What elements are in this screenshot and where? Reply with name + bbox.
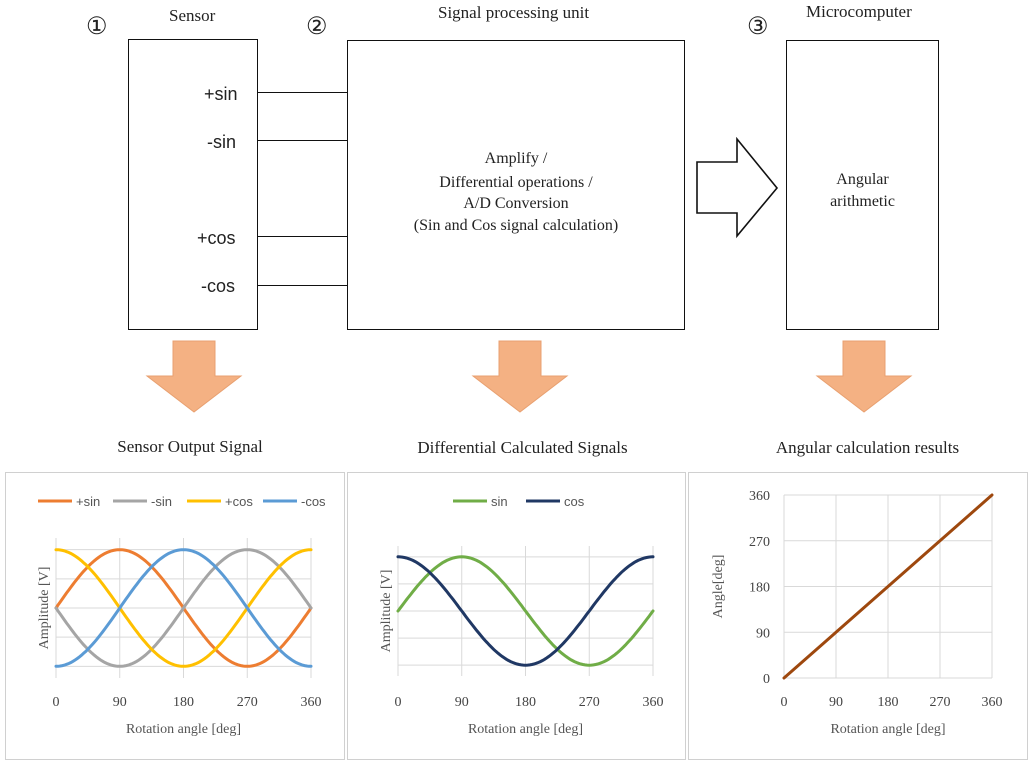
down-arrow-sensor-icon [145, 340, 243, 413]
x-tick-label: 180 [173, 695, 194, 710]
differential-chart: 0 90 180 270 360 Rotation angle [deg] Amplitud… [379, 494, 664, 737]
spu-desc-line1: Amplify / [484, 150, 548, 167]
x-tick-label: 360 [301, 695, 322, 710]
legend-label: cos [564, 494, 585, 509]
y-axis-label: Angle[deg] [711, 555, 726, 619]
sensor-output-chart: 0 90 180 270 360 Rotation angle [deg] Amplitud… [37, 494, 326, 737]
x-axis-label: Rotation angle [deg] [468, 722, 583, 737]
series-line-cos [396, 555, 655, 667]
wire-plus-cos [258, 236, 347, 237]
x-tick-label: 90 [113, 695, 127, 710]
wire-minus-sin [258, 140, 347, 141]
series-line-minus-cos [54, 548, 313, 668]
mcu-desc-line1: Angular [836, 171, 889, 188]
mcu-block [786, 40, 939, 330]
sensor-title: Sensor [169, 6, 216, 25]
down-arrow-mcu-icon [815, 340, 913, 413]
series-line-plusminus-cos [54, 548, 313, 668]
x-axis-label: Rotation angle [deg] [126, 722, 241, 737]
y-tick-label: 0 [763, 672, 770, 687]
x-tick-label: 90 [829, 695, 843, 710]
chart-title-angle: Angular calculation results [775, 438, 960, 457]
spu-desc-line2: Differential operations / [439, 174, 593, 191]
legend-label: -cos [301, 494, 326, 509]
sensor-number: ① [86, 14, 108, 40]
spu-desc-line4: (Sin and Cos signal calculation) [413, 217, 619, 234]
spu-desc-line3: A/D Conversion [463, 195, 569, 212]
series-line-sin [396, 555, 655, 667]
mcu-desc-line2: arithmetic [830, 193, 895, 210]
x-tick-label: 360 [982, 695, 1003, 710]
mcu-number: ③ [747, 14, 769, 40]
sensor-chart-panel: 0 90 180 270 360 Rotation angle [deg] Amplitud… [5, 472, 345, 760]
spu-number: ② [306, 14, 328, 40]
x-tick-label: 0 [53, 695, 60, 710]
x-tick-label: 360 [643, 695, 664, 710]
diff-chart-panel: 0 90 180 270 360 Rotation angle [deg] Amplitud… [347, 472, 686, 760]
x-tick-label: 0 [395, 695, 402, 710]
y-axis-label: Amplitude [V] [37, 567, 52, 650]
x-tick-label: 270 [930, 695, 951, 710]
down-arrow-spu-icon [471, 340, 569, 413]
mcu-title: Microcomputer [806, 2, 912, 21]
y-tick-label: 180 [749, 581, 770, 596]
legend-label: +sin [76, 494, 100, 509]
sensor-output-plus-cos: +cos [197, 228, 236, 248]
angle-chart-panel: 0 90 180 270 360 0 90 180 270 360 Rotation angle [… [688, 472, 1028, 760]
spu-title: Signal processing unit [438, 3, 590, 22]
legend-label: -sin [151, 494, 172, 509]
chart-title-sensor: Sensor Output Signal [117, 437, 263, 456]
chart-title-diff: Differential Calculated Signals [417, 438, 628, 457]
sensor-output-minus-cos: -cos [201, 276, 236, 296]
wire-plus-sin [258, 92, 347, 93]
angle-chart: 0 90 180 270 360 0 90 180 270 360 Rotation angle [… [711, 489, 1003, 737]
hollow-arrow-icon [696, 137, 779, 239]
y-axis-label: Amplitude [V] [379, 570, 394, 653]
y-tick-label: 270 [749, 535, 770, 550]
sensor-output-minus-sin: -sin [207, 132, 237, 152]
legend-label: sin [491, 494, 508, 509]
spu-block [347, 40, 685, 330]
series-line-minus-sin [54, 548, 313, 668]
sensor-output-plus-sin: +sin [204, 84, 238, 104]
x-tick-label: 90 [455, 695, 469, 710]
x-tick-label: 270 [237, 695, 258, 710]
y-tick-label: 90 [756, 626, 770, 641]
x-tick-label: 270 [579, 695, 600, 710]
sensor-block [128, 39, 258, 330]
x-tick-label: 180 [515, 695, 536, 710]
x-axis-label: Rotation angle [deg] [830, 722, 945, 737]
x-tick-label: 180 [878, 695, 899, 710]
y-tick-label: 360 [749, 489, 770, 504]
legend-label: +cos [225, 494, 253, 509]
series-line-angle [782, 493, 994, 680]
x-tick-label: 0 [781, 695, 788, 710]
wire-minus-cos [258, 285, 347, 286]
